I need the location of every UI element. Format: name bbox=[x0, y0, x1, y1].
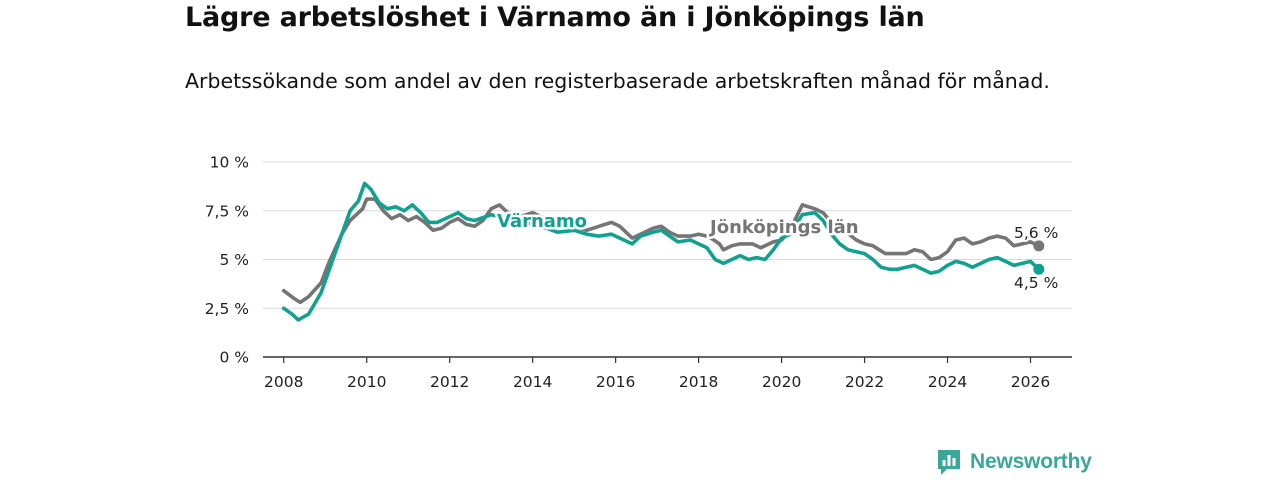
series-label-varnamo: Värnamo bbox=[497, 211, 587, 232]
y-tick-label: 10 % bbox=[210, 154, 249, 172]
x-tick-label: 2014 bbox=[513, 373, 552, 391]
x-tick-label: 2024 bbox=[928, 373, 967, 391]
brand-logo[interactable]: Newsworthy bbox=[936, 448, 1092, 476]
x-tick-label: 2018 bbox=[679, 373, 718, 391]
x-tick-label: 2008 bbox=[264, 373, 303, 391]
series-line-jonkoping bbox=[281, 197, 1041, 305]
chart-title: Lägre arbetslöshet i Värnamo än i Jönköp… bbox=[185, 2, 925, 33]
x-tick-label: 2022 bbox=[845, 373, 884, 391]
x-tick-label: 2012 bbox=[430, 373, 469, 391]
end-value-label-jonkoping: 5,6 % bbox=[1014, 224, 1058, 242]
y-tick-label: 0 % bbox=[219, 349, 249, 367]
y-tick-label: 7,5 % bbox=[205, 202, 249, 220]
series-label-jonkoping: Jönköpings län bbox=[708, 217, 859, 238]
end-value-label-varnamo: 4,5 % bbox=[1014, 274, 1058, 292]
newsworthy-logo-icon bbox=[938, 450, 960, 475]
brand-name: Newsworthy bbox=[970, 450, 1092, 473]
x-tick-label: 2010 bbox=[347, 373, 386, 391]
end-point-varnamo bbox=[1033, 263, 1045, 275]
end-point-jonkoping bbox=[1033, 240, 1045, 252]
x-tick-label: 2016 bbox=[596, 373, 635, 391]
x-tick-label: 2020 bbox=[762, 373, 801, 391]
x-tick-label: 2026 bbox=[1011, 373, 1050, 391]
y-tick-label: 5 % bbox=[219, 251, 249, 269]
chart-subtitle: Arbetssökande som andel av den registerb… bbox=[185, 69, 1050, 93]
series-line-varnamo bbox=[281, 181, 1041, 322]
y-tick-label: 2,5 % bbox=[205, 300, 249, 318]
